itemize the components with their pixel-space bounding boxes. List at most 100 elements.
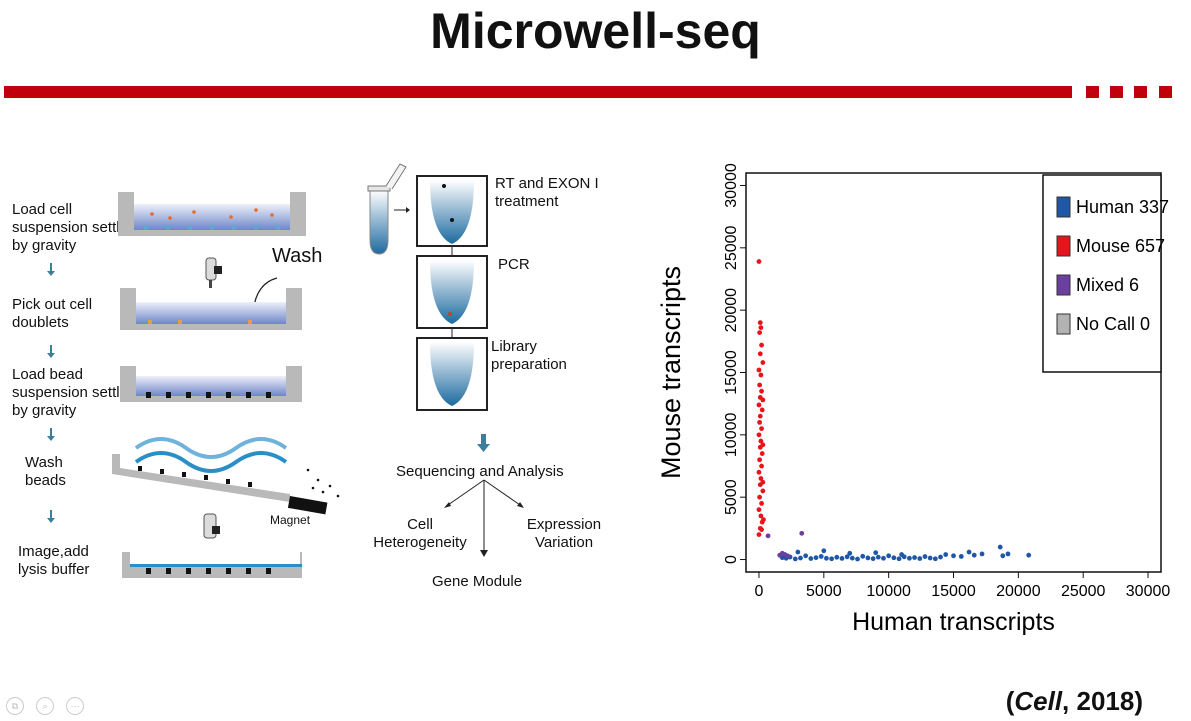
data-point-mouse: [760, 397, 766, 403]
reaction-box-1: [416, 175, 488, 247]
output-gene-module: Gene Module: [432, 573, 523, 590]
data-point-mouse: [758, 372, 764, 378]
data-point-human: [855, 556, 860, 562]
protocol-step-4: Wash beads: [25, 454, 66, 489]
protocol-step-2: Pick out cell doublets: [12, 296, 93, 331]
data-point-human: [932, 556, 938, 562]
tube-icon: [367, 163, 407, 255]
title-rule: [4, 86, 1072, 98]
data-point-mouse: [756, 507, 762, 513]
data-point-mouse: [759, 388, 764, 394]
data-point-human: [966, 549, 972, 555]
data-point-mouse: [756, 367, 762, 373]
wash-label: Wash: [272, 245, 323, 267]
y-tick-label: 20000: [723, 288, 740, 333]
x-tick-label: 30000: [1126, 583, 1171, 600]
data-point-mouse: [758, 476, 764, 481]
output-cell-heterogeneity: Cell Heterogeneity: [373, 516, 467, 551]
data-point-human: [873, 550, 879, 556]
data-point-human: [821, 548, 827, 554]
citation-journal: Cell: [1014, 686, 1063, 716]
citation-year: , 2018): [1062, 686, 1143, 716]
data-point-mouse: [756, 432, 762, 438]
data-point-human: [917, 556, 923, 561]
data-point-mouse: [757, 351, 763, 357]
data-point-mouse: [760, 360, 766, 365]
data-point-mouse: [757, 457, 763, 463]
pipette-icon: [205, 257, 222, 288]
citation: (Cell, 2018): [1006, 686, 1143, 717]
y-tick-label: 10000: [723, 413, 740, 458]
legend-swatch: [1056, 196, 1071, 218]
x-tick-label: 0: [755, 583, 764, 600]
data-point-mouse: [757, 382, 763, 388]
legend-swatch: [1056, 313, 1071, 335]
title-rule-dash: [1110, 86, 1123, 98]
data-point-human: [881, 555, 886, 561]
species-mixing-scatter-chart: 0 5000 10000 15000 20000 25000 30000 0 5000 1000…: [656, 163, 1171, 636]
data-point-human: [849, 555, 855, 561]
data-point-mouse: [759, 407, 765, 413]
protocol-step-1: Load cell suspension settle by gravity: [12, 201, 128, 254]
protocol-step-3: Load bead suspension settle by gravity: [12, 366, 128, 419]
library-step-2: PCR: [498, 256, 530, 273]
down-arrow-icon: [477, 434, 490, 452]
title-rule-dash: [1086, 86, 1099, 98]
y-tick-label: 15000: [723, 350, 740, 395]
y-axis-label: Mouse transcripts: [656, 266, 686, 479]
library-flow-diagram: [367, 163, 524, 557]
microwell-chip-5: [122, 552, 302, 578]
data-point-human: [829, 556, 834, 562]
data-point-mixed: [785, 553, 790, 559]
data-point-human: [818, 554, 824, 559]
slide-nav-icon[interactable]: ⧉: [6, 697, 24, 715]
data-point-human: [865, 555, 871, 561]
data-point-human: [844, 554, 850, 560]
library-step-3: Library preparation: [491, 338, 567, 373]
microwell-chip-3: [120, 366, 302, 402]
data-point-human: [958, 554, 964, 559]
data-point-mouse: [758, 513, 764, 519]
y-tick-label: 0: [723, 555, 740, 564]
data-point-mouse: [759, 501, 764, 506]
x-tick-label: 25000: [1061, 583, 1106, 600]
reaction-box-2: [416, 255, 488, 329]
data-point-mouse: [759, 342, 764, 348]
chart-legend: Human 337 Mouse 657 Mixed 6 No Call 0: [1042, 174, 1169, 373]
x-tick-label: 5000: [806, 583, 842, 600]
data-point-human: [886, 553, 892, 559]
data-point-human: [971, 552, 977, 558]
more-options-icon[interactable]: ⋯: [66, 697, 84, 715]
data-point-mouse: [759, 451, 765, 456]
protocol-illustration: [112, 192, 340, 578]
data-point-mouse: [760, 479, 766, 485]
data-point-human: [1026, 552, 1032, 558]
citation-open: (: [1005, 686, 1015, 716]
data-point-human: [899, 552, 905, 557]
down-arrow-icon: [47, 428, 55, 441]
y-tick-label: 30000: [723, 163, 740, 208]
legend-entry: Mouse 657: [1076, 236, 1165, 256]
data-point-human: [860, 553, 866, 559]
wash-chip: [112, 437, 340, 515]
data-point-human: [891, 555, 897, 561]
data-point-human: [907, 555, 912, 561]
data-point-mouse: [759, 463, 764, 469]
data-point-mouse: [758, 438, 764, 444]
data-point-human: [979, 551, 985, 557]
reaction-box-3: [416, 337, 488, 411]
data-point-human: [839, 556, 845, 561]
zoom-icon[interactable]: ⌕: [36, 697, 54, 715]
output-expression-variation: Expression Variation: [526, 516, 602, 551]
data-point-mouse: [760, 488, 766, 494]
data-point-mixed: [799, 530, 805, 536]
x-tick-label: 20000: [996, 583, 1041, 600]
data-point-mouse: [757, 413, 763, 419]
data-point-human: [943, 552, 949, 557]
protocol-step-5: Image,add lysis buffer: [18, 543, 90, 578]
legend-swatch: [1056, 274, 1071, 296]
legend-swatch: [1056, 235, 1071, 257]
data-point-human: [997, 544, 1003, 550]
library-step-1: RT and EXON I treatment: [495, 175, 599, 210]
data-point-human: [875, 554, 881, 560]
